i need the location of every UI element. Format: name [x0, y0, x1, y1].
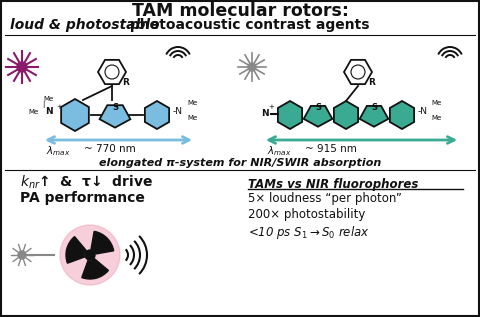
- Wedge shape: [66, 236, 86, 263]
- Polygon shape: [278, 101, 302, 129]
- Text: +: +: [268, 104, 274, 110]
- Text: ~ 770 nm: ~ 770 nm: [84, 144, 136, 154]
- Polygon shape: [334, 101, 358, 129]
- Text: -N: -N: [173, 107, 183, 115]
- Circle shape: [17, 62, 27, 72]
- Text: PA performance: PA performance: [20, 191, 145, 205]
- Text: S: S: [112, 103, 118, 112]
- Polygon shape: [360, 106, 388, 127]
- Text: |: |: [42, 100, 44, 107]
- Circle shape: [248, 63, 256, 71]
- Text: 200× photostability: 200× photostability: [248, 208, 365, 221]
- Text: N: N: [46, 107, 53, 117]
- Text: $\lambda_{max}$: $\lambda_{max}$: [267, 144, 291, 158]
- Text: Me: Me: [431, 100, 441, 106]
- Text: +: +: [56, 104, 62, 110]
- Text: Me: Me: [44, 96, 54, 102]
- Text: R: R: [368, 78, 375, 87]
- Polygon shape: [304, 106, 332, 127]
- Text: Me: Me: [431, 115, 441, 121]
- Wedge shape: [82, 259, 108, 279]
- Text: S: S: [315, 103, 321, 112]
- Text: $\lambda_{max}$: $\lambda_{max}$: [46, 144, 71, 158]
- Wedge shape: [91, 231, 114, 254]
- Text: TAMs vs NIR fluorophores: TAMs vs NIR fluorophores: [248, 178, 419, 191]
- Text: N: N: [261, 109, 269, 119]
- Circle shape: [85, 250, 95, 260]
- Text: 5× loudness “per photon”: 5× loudness “per photon”: [248, 192, 402, 205]
- Text: TAM molecular rotors:: TAM molecular rotors:: [132, 2, 348, 20]
- Text: S: S: [371, 103, 377, 112]
- Text: Me: Me: [187, 115, 197, 121]
- Text: R: R: [122, 78, 129, 87]
- Text: elongated π-system for NIR/SWIR absorption: elongated π-system for NIR/SWIR absorpti…: [99, 158, 381, 168]
- Text: ~ 915 nm: ~ 915 nm: [305, 144, 357, 154]
- Polygon shape: [390, 101, 414, 129]
- Circle shape: [18, 251, 26, 259]
- Text: loud & photostable: loud & photostable: [10, 18, 159, 32]
- Polygon shape: [61, 99, 89, 131]
- Circle shape: [60, 225, 120, 285]
- Text: Me: Me: [29, 109, 39, 115]
- Text: -N: -N: [418, 107, 428, 115]
- Text: photoacoustic contrast agents: photoacoustic contrast agents: [125, 18, 370, 32]
- Text: Me: Me: [187, 100, 197, 106]
- Polygon shape: [145, 101, 169, 129]
- Polygon shape: [100, 105, 131, 128]
- Text: $k_{nr}$↑  &  τ↓  drive: $k_{nr}$↑ & τ↓ drive: [20, 174, 153, 191]
- Text: <10 ps $S_1{\rightarrow}S_0$ relax: <10 ps $S_1{\rightarrow}S_0$ relax: [248, 224, 370, 241]
